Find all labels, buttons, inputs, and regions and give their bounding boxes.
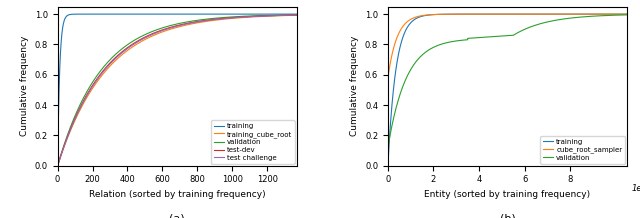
training <box>81 13 89 15</box>
test-dev <box>262 14 270 17</box>
validation <box>384 146 392 149</box>
validation <box>293 14 301 16</box>
test challenge <box>95 76 103 78</box>
Line: training_cube_root: training_cube_root <box>58 15 297 166</box>
training <box>293 13 301 15</box>
Line: training: training <box>388 14 627 166</box>
training <box>289 13 296 15</box>
training <box>95 13 103 15</box>
training <box>623 13 631 15</box>
test-dev <box>95 75 103 77</box>
training <box>476 13 483 15</box>
X-axis label: Relation (sorted by training frequency): Relation (sorted by training frequency) <box>89 190 266 199</box>
Line: validation: validation <box>388 15 627 148</box>
training <box>619 13 627 15</box>
training <box>486 13 494 15</box>
validation <box>412 61 419 64</box>
test-dev <box>145 34 153 36</box>
training_cube_root <box>95 78 103 80</box>
test challenge <box>262 15 270 17</box>
validation <box>262 14 270 17</box>
training_cube_root <box>54 164 61 167</box>
validation <box>145 31 153 34</box>
validation <box>289 14 296 16</box>
test-dev <box>289 14 296 16</box>
test challenge <box>156 30 164 33</box>
validation <box>476 36 483 39</box>
training <box>593 13 600 15</box>
Line: test challenge: test challenge <box>58 15 297 166</box>
Y-axis label: Cumulative frequency: Cumulative frequency <box>20 36 29 136</box>
cube_root_sampler <box>412 16 419 19</box>
validation <box>54 164 61 167</box>
validation <box>426 48 433 51</box>
validation <box>619 14 627 16</box>
test challenge <box>293 14 301 16</box>
training <box>426 14 433 16</box>
training <box>156 13 164 15</box>
cube_root_sampler <box>619 13 627 15</box>
Line: validation: validation <box>58 15 297 166</box>
training <box>54 164 61 167</box>
Line: cube_root_sampler: cube_root_sampler <box>388 14 627 166</box>
cube_root_sampler <box>384 164 392 167</box>
training_cube_root <box>156 32 164 34</box>
Text: 1e7: 1e7 <box>632 184 640 193</box>
test challenge <box>81 98 89 100</box>
Y-axis label: Cumulative frequency: Cumulative frequency <box>350 36 359 136</box>
training <box>412 18 419 20</box>
cube_root_sampler <box>593 13 600 15</box>
test challenge <box>145 34 153 37</box>
X-axis label: Entity (sorted by training frequency): Entity (sorted by training frequency) <box>424 190 591 199</box>
training_cube_root <box>289 14 296 17</box>
cube_root_sampler <box>486 13 494 15</box>
test-dev <box>81 97 89 99</box>
Text: (b): (b) <box>500 213 515 218</box>
test challenge <box>289 14 296 17</box>
Line: training: training <box>58 14 297 166</box>
training_cube_root <box>145 36 153 39</box>
test challenge <box>54 164 61 167</box>
validation <box>593 15 600 17</box>
Line: test-dev: test-dev <box>58 15 297 166</box>
cube_root_sampler <box>426 14 433 16</box>
validation <box>95 72 103 74</box>
test-dev <box>293 14 301 16</box>
training_cube_root <box>262 15 270 17</box>
validation <box>156 27 164 30</box>
training <box>132 13 140 15</box>
training_cube_root <box>293 14 301 17</box>
Legend: training, cube_root_sampler, validation: training, cube_root_sampler, validation <box>540 136 625 164</box>
test-dev <box>54 164 61 167</box>
validation <box>623 14 631 16</box>
training <box>146 13 154 15</box>
test-dev <box>156 29 164 32</box>
training <box>262 13 270 15</box>
validation <box>81 94 89 97</box>
Text: (a): (a) <box>170 213 185 218</box>
cube_root_sampler <box>623 13 631 15</box>
Legend: training, training_cube_root, validation, test-dev, test challenge: training, training_cube_root, validation… <box>211 120 295 164</box>
training_cube_root <box>81 100 89 102</box>
training <box>384 164 392 167</box>
cube_root_sampler <box>452 13 460 15</box>
validation <box>486 36 494 38</box>
cube_root_sampler <box>476 13 484 15</box>
